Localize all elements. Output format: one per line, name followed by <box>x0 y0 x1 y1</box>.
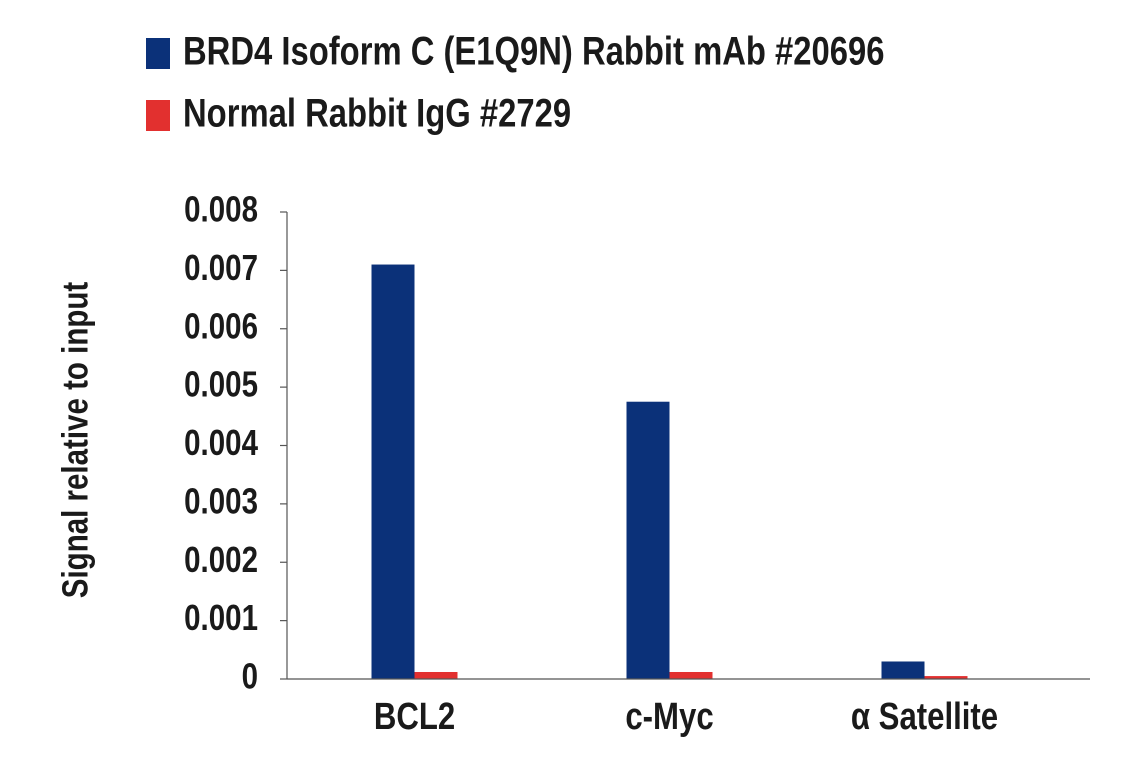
bar <box>414 671 458 679</box>
bar <box>669 671 713 679</box>
bar <box>626 401 670 679</box>
legend-swatch <box>146 100 170 131</box>
legend-label: BRD4 Isoform C (E1Q9N) Rabbit mAb #20696 <box>183 28 884 73</box>
bar <box>371 264 415 679</box>
y-tick-label: 0.006 <box>184 305 258 345</box>
legend-label: Normal Rabbit IgG #2729 <box>183 90 571 135</box>
x-tick-label: α Satellite <box>851 696 998 738</box>
y-tick-label: 0.004 <box>184 422 258 462</box>
y-tick-label: 0.008 <box>184 189 258 229</box>
x-tick-label: c-Myc <box>625 696 713 738</box>
y-tick-label: 0.003 <box>184 481 258 521</box>
y-tick-label: 0.007 <box>184 247 258 287</box>
x-tick-label: BCL2 <box>374 696 455 738</box>
y-tick-label: 0.002 <box>184 539 258 579</box>
bar <box>881 661 925 679</box>
bar <box>924 676 968 679</box>
y-tick-label: 0.005 <box>184 364 258 404</box>
y-tick-label: 0 <box>242 656 258 696</box>
legend-swatch <box>146 38 170 69</box>
y-tick-label: 0.001 <box>184 597 258 637</box>
y-axis-label: Signal relative to input <box>55 282 95 598</box>
